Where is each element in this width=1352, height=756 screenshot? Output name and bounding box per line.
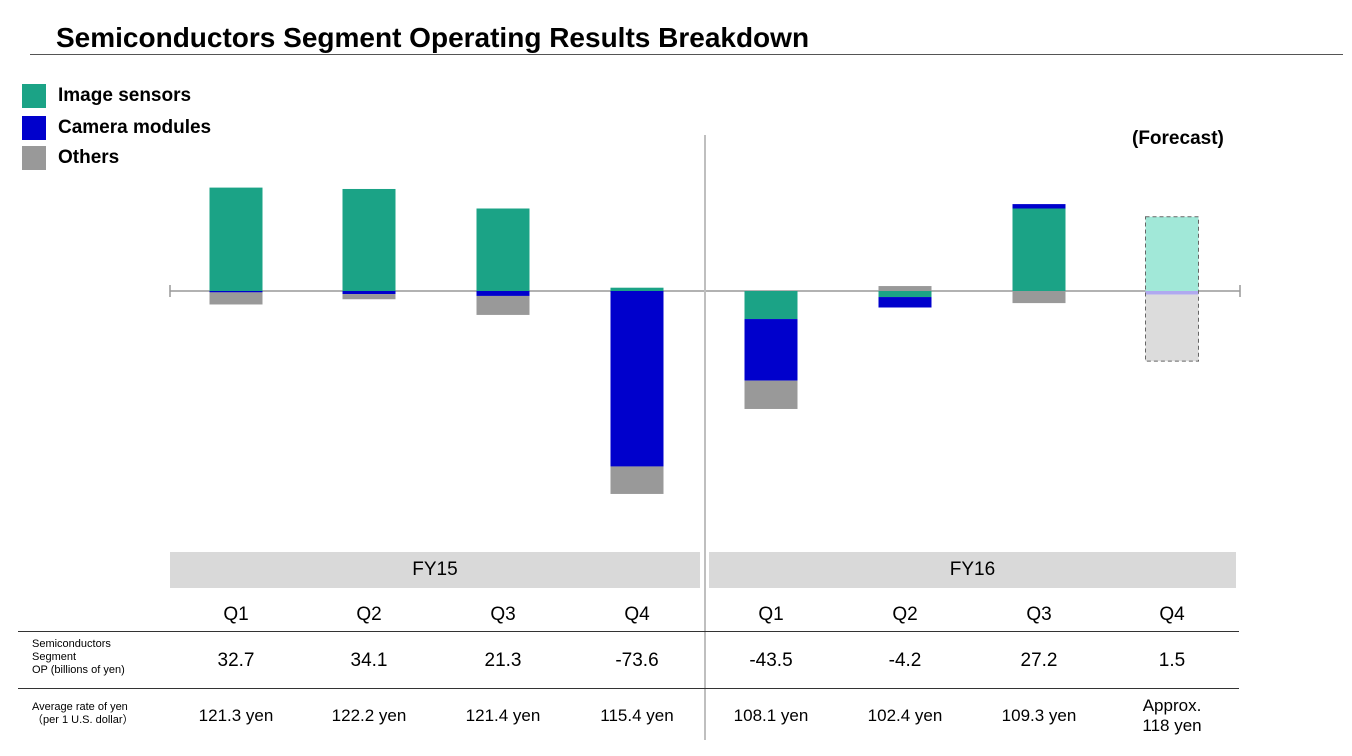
legend-item-others: Others xyxy=(22,146,119,170)
bar-fy15-q3-image-sensors xyxy=(476,208,530,291)
bar-fy15-q1-image-sensors xyxy=(209,187,263,291)
op-value-fy15-q4: -73.6 xyxy=(615,650,659,671)
op-value-fy15-q1: 32.7 xyxy=(217,650,255,671)
bar-fy16-q4-others xyxy=(1145,294,1199,362)
quarter-label-fy16-q2: Q2 xyxy=(892,604,918,625)
table-rule-top xyxy=(18,631,1239,632)
legend-swatch-others xyxy=(22,146,46,170)
op-value-fy15-q2: 34.1 xyxy=(350,650,388,671)
year-band-fy15: FY15 xyxy=(170,552,700,588)
bar-fy15-q2-image-sensors xyxy=(342,188,396,291)
bar-fy16-q1-image-sensors xyxy=(744,291,798,320)
fx-rate-fy15-q3: 121.4 yen xyxy=(465,706,541,725)
bar-fy15-q4-camera-modules xyxy=(610,291,664,467)
bar-fy15-q1-camera-modules xyxy=(209,291,263,293)
forecast-bar-outline xyxy=(1145,216,1199,362)
quarter-label-fy16-q1: Q1 xyxy=(758,604,784,625)
bar-fy16-q3-camera-modules xyxy=(1012,204,1066,209)
quarter-label-fy15-q1: Q1 xyxy=(223,604,249,625)
legend-swatch-camera-modules xyxy=(22,116,46,140)
bar-fy15-q4-others xyxy=(610,466,664,494)
op-value-fy16-q3: 27.2 xyxy=(1020,650,1058,671)
title-underline xyxy=(30,54,1343,55)
bar-fy16-q1-camera-modules xyxy=(744,319,798,381)
bar-fy16-q1-others xyxy=(744,380,798,409)
fx-rate-fy16-q1: 108.1 yen xyxy=(733,706,809,725)
chart-title: Semiconductors Segment Operating Results… xyxy=(56,22,810,53)
op-value-fy16-q1: -43.5 xyxy=(749,650,793,671)
bar-fy16-q4-image-sensors xyxy=(1145,216,1199,291)
legend-swatch-image-sensors xyxy=(22,84,46,108)
fx-rate-fy15-q2: 122.2 yen xyxy=(331,706,407,725)
bar-fy16-q3-others xyxy=(1012,291,1066,304)
bar-fy16-q2-others xyxy=(878,286,932,291)
legend-label-camera-modules: Camera modules xyxy=(58,117,212,138)
fx-rate-fy15-q1: 121.3 yen xyxy=(198,706,274,725)
fiscal-year-divider xyxy=(704,135,706,740)
op-value-fy16-q4: 1.5 xyxy=(1158,650,1186,671)
bar-fy16-q4-camera-modules xyxy=(1145,291,1199,295)
table-rule-middle xyxy=(18,688,1239,689)
year-band-fy16: FY16 xyxy=(709,552,1236,588)
legend-item-camera-modules: Camera modules xyxy=(22,116,211,140)
fx-row-label: Average rate of yen （per 1 U.S. dollar） xyxy=(32,701,134,726)
quarter-label-fy15-q4: Q4 xyxy=(624,604,650,625)
fx-rate-fy16-q2: 102.4 yen xyxy=(867,706,943,725)
bar-fy15-q4-image-sensors xyxy=(610,287,664,291)
bar-fy15-q3-others xyxy=(476,295,530,315)
fx-rate-fy15-q4: 115.4 yen xyxy=(600,706,674,725)
bar-fy16-q3-image-sensors xyxy=(1012,208,1066,291)
legend-label-image-sensors: Image sensors xyxy=(58,85,192,106)
bar-fy16-q2-camera-modules xyxy=(878,297,932,308)
quarter-label-fy15-q2: Q2 xyxy=(356,604,382,625)
bar-fy15-q3-camera-modules xyxy=(476,291,530,296)
op-row-label: Semiconductors Segment OP (billions of y… xyxy=(32,638,125,676)
forecast-label: (Forecast) xyxy=(1132,128,1224,149)
bar-fy15-q2-camera-modules xyxy=(342,291,396,295)
fx-rate-fy16-q3: 109.3 yen xyxy=(1001,706,1077,725)
bar-fy16-q2-image-sensors xyxy=(878,291,932,298)
legend-item-image-sensors: Image sensors xyxy=(22,84,191,108)
quarter-label-fy15-q3: Q3 xyxy=(490,604,516,625)
quarter-label-fy16-q3: Q3 xyxy=(1026,604,1052,625)
op-value-fy16-q2: -4.2 xyxy=(888,650,922,671)
bar-fy15-q2-others xyxy=(342,294,396,300)
legend-label-others: Others xyxy=(58,147,120,168)
quarter-label-fy16-q4: Q4 xyxy=(1159,604,1185,625)
bar-fy15-q1-others xyxy=(209,292,263,305)
fx-rate-fy16-q4: Approx. 118 yen xyxy=(1142,696,1202,735)
op-value-fy15-q3: 21.3 xyxy=(484,650,522,671)
